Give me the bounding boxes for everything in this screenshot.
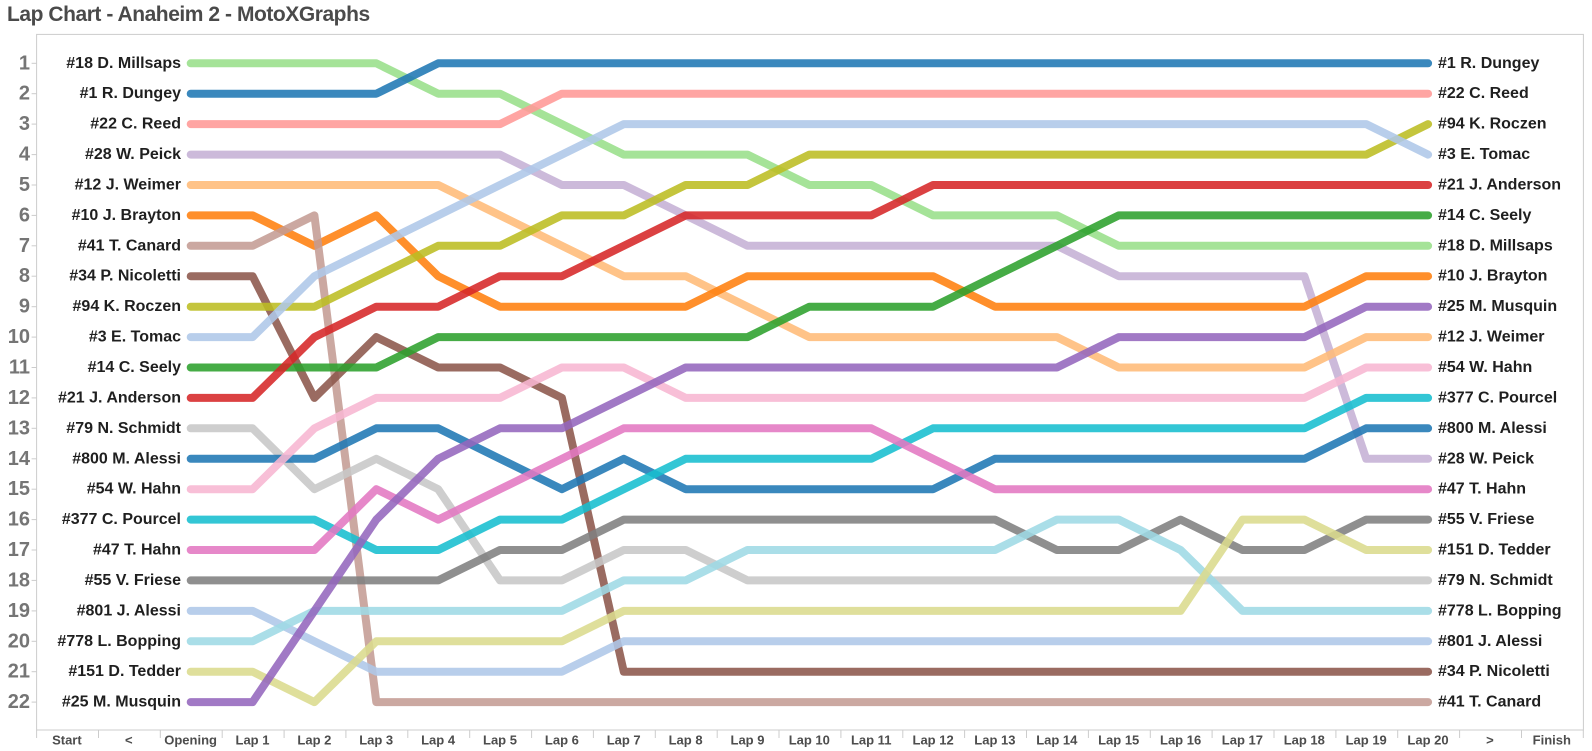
svg-text:6: 6 [19,204,30,226]
svg-text:Lap 14: Lap 14 [1036,733,1078,748]
svg-text:#3 E. Tomac: #3 E. Tomac [89,329,181,346]
svg-text:Lap 9: Lap 9 [731,733,765,748]
svg-text:Lap 10: Lap 10 [789,733,830,748]
svg-text:#55 V. Friese: #55 V. Friese [1438,511,1534,528]
svg-text:13: 13 [8,417,30,439]
svg-text:Opening: Opening [164,733,217,748]
svg-text:>: > [1486,733,1494,748]
svg-text:Lap 20: Lap 20 [1407,733,1448,748]
svg-text:#54 W. Hahn: #54 W. Hahn [1438,359,1532,376]
svg-text:#151 D. Tedder: #151 D. Tedder [68,663,181,680]
svg-text:Lap 12: Lap 12 [913,733,954,748]
svg-text:#21 J. Anderson: #21 J. Anderson [58,389,181,406]
svg-text:#47 T. Hahn: #47 T. Hahn [93,542,181,559]
svg-text:Lap 2: Lap 2 [297,733,331,748]
svg-text:9: 9 [19,296,30,318]
svg-text:Lap 11: Lap 11 [851,733,891,748]
svg-text:#79 N. Schmidt: #79 N. Schmidt [1438,572,1553,589]
svg-text:#34 P. Nicoletti: #34 P. Nicoletti [69,268,181,285]
svg-text:#18 D. Millsaps: #18 D. Millsaps [1438,237,1553,254]
svg-text:18: 18 [8,569,30,591]
svg-text:#47 T. Hahn: #47 T. Hahn [1438,481,1526,498]
svg-text:#778 L. Bopping: #778 L. Bopping [1438,602,1562,619]
svg-text:#801 J. Alessi: #801 J. Alessi [1438,633,1542,650]
svg-text:#25 M. Musquin: #25 M. Musquin [1438,298,1557,315]
svg-text:Lap 4: Lap 4 [421,733,456,748]
svg-text:Lap 1: Lap 1 [236,733,270,748]
svg-text:#151 D. Tedder: #151 D. Tedder [1438,542,1551,559]
svg-text:Lap 18: Lap 18 [1284,733,1325,748]
svg-text:#3 E. Tomac: #3 E. Tomac [1438,146,1530,163]
svg-text:#22 C. Reed: #22 C. Reed [90,116,181,133]
svg-text:20: 20 [8,630,30,652]
svg-text:12: 12 [8,387,30,409]
svg-text:#12 J. Weimer: #12 J. Weimer [75,177,181,194]
svg-text:Lap 17: Lap 17 [1222,733,1263,748]
svg-text:#10 J. Brayton: #10 J. Brayton [1438,268,1547,285]
svg-text:#12 J. Weimer: #12 J. Weimer [1438,329,1544,346]
svg-text:#25 M. Musquin: #25 M. Musquin [62,694,181,711]
svg-text:Lap 7: Lap 7 [607,733,641,748]
svg-text:16: 16 [8,509,30,531]
svg-text:17: 17 [8,539,30,561]
svg-text:2: 2 [19,83,30,105]
svg-text:1: 1 [19,52,30,74]
svg-text:#1 R. Dungey: #1 R. Dungey [80,85,181,102]
svg-text:14: 14 [8,448,31,470]
svg-text:#377 C. Pourcel: #377 C. Pourcel [1438,389,1557,406]
svg-text:10: 10 [8,326,30,348]
svg-text:Lap 3: Lap 3 [359,733,393,748]
svg-text:#28 W. Peick: #28 W. Peick [85,146,181,163]
svg-text:22: 22 [8,691,30,713]
svg-text:#10 J. Brayton: #10 J. Brayton [72,207,181,224]
svg-text:Lap 15: Lap 15 [1098,733,1139,748]
svg-text:21: 21 [8,661,30,683]
svg-text:#94 K. Roczen: #94 K. Roczen [1438,116,1546,133]
svg-text:#22 C. Reed: #22 C. Reed [1438,85,1529,102]
svg-text:Lap 16: Lap 16 [1160,733,1201,748]
svg-text:Lap 13: Lap 13 [974,733,1015,748]
svg-text:15: 15 [8,478,30,500]
svg-text:<: < [125,733,133,748]
svg-text:#41 T. Canard: #41 T. Canard [1438,694,1541,711]
svg-text:#94 K. Roczen: #94 K. Roczen [73,298,181,315]
svg-text:3: 3 [19,113,30,135]
svg-text:#21 J. Anderson: #21 J. Anderson [1438,177,1561,194]
svg-text:7: 7 [19,235,30,257]
svg-text:#79 N. Schmidt: #79 N. Schmidt [66,420,181,437]
svg-text:#800 M. Alessi: #800 M. Alessi [1438,420,1547,437]
svg-text:#34 P. Nicoletti: #34 P. Nicoletti [1438,663,1550,680]
svg-text:#1 R. Dungey: #1 R. Dungey [1438,55,1539,72]
svg-text:#18 D. Millsaps: #18 D. Millsaps [66,55,181,72]
svg-text:Finish: Finish [1533,733,1571,748]
svg-text:Lap 5: Lap 5 [483,733,517,748]
svg-text:Lap 8: Lap 8 [669,733,703,748]
svg-text:#801 J. Alessi: #801 J. Alessi [77,602,181,619]
svg-text:#14 C. Seely: #14 C. Seely [88,359,182,376]
svg-text:8: 8 [19,265,30,287]
svg-text:19: 19 [8,600,30,622]
svg-text:5: 5 [19,174,30,196]
svg-text:#41 T. Canard: #41 T. Canard [78,237,181,254]
svg-text:#14 C. Seely: #14 C. Seely [1438,207,1532,224]
svg-text:Lap 19: Lap 19 [1346,733,1387,748]
svg-text:Lap 6: Lap 6 [545,733,579,748]
svg-text:4: 4 [19,144,31,166]
svg-text:Start: Start [52,733,82,748]
svg-text:#28 W. Peick: #28 W. Peick [1438,450,1534,467]
svg-text:#778 L. Bopping: #778 L. Bopping [57,633,181,650]
svg-text:#800 M. Alessi: #800 M. Alessi [72,450,181,467]
svg-text:11: 11 [9,357,30,379]
svg-text:#54 W. Hahn: #54 W. Hahn [87,481,181,498]
svg-text:#55 V. Friese: #55 V. Friese [85,572,181,589]
svg-text:#377 C. Pourcel: #377 C. Pourcel [62,511,181,528]
